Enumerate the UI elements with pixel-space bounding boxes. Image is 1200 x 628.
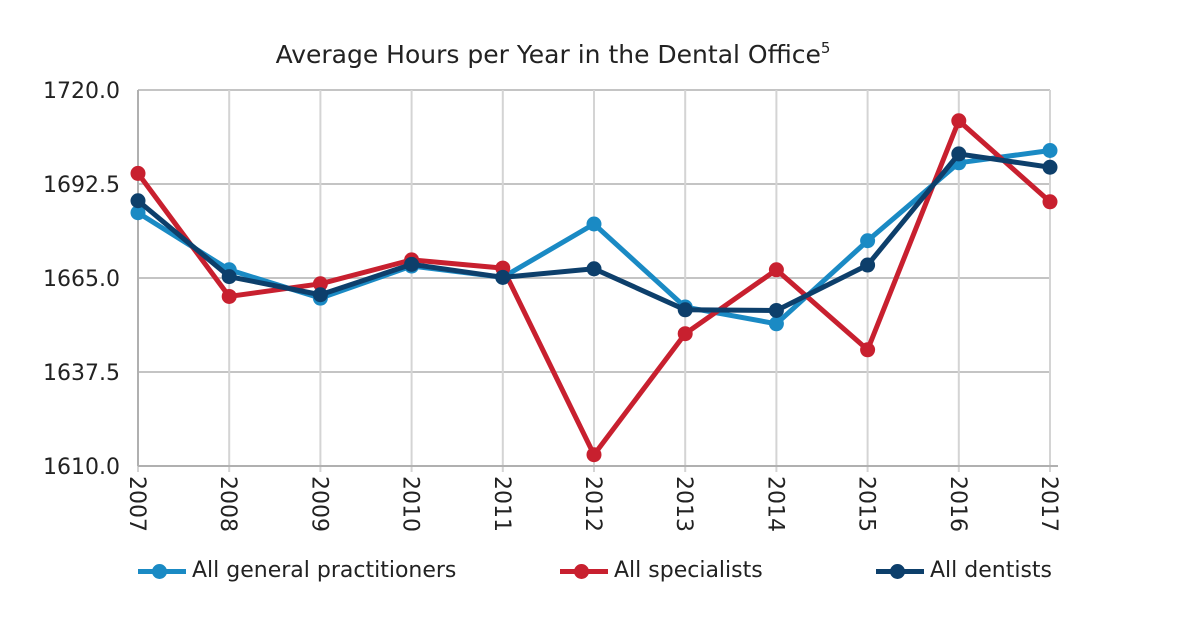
legend-label: All specialists xyxy=(614,558,763,583)
x-tick-label: 2016 xyxy=(945,476,970,532)
x-tick-label: 2017 xyxy=(1036,476,1061,532)
x-tick-label: 2008 xyxy=(215,476,240,532)
legend-swatch xyxy=(560,561,608,581)
x-tick-label: 2015 xyxy=(854,476,879,532)
x-tick-label: 2009 xyxy=(306,476,331,532)
data-point xyxy=(404,256,420,272)
data-point xyxy=(221,288,237,304)
x-tick-label: 2011 xyxy=(489,476,514,532)
series-all-dentists xyxy=(130,146,1058,318)
data-point xyxy=(586,447,602,463)
x-tick-label: 2012 xyxy=(580,476,605,532)
series-group xyxy=(130,113,1058,463)
data-point xyxy=(860,342,876,358)
x-tick-label: 2007 xyxy=(124,476,149,532)
legend-item-general-practitioners: All general practitioners xyxy=(138,558,456,583)
data-point xyxy=(677,302,693,318)
y-tick-label: 1610.0 xyxy=(43,455,120,480)
x-tick-label: 2014 xyxy=(762,476,787,532)
y-tick-label: 1665.0 xyxy=(43,267,120,292)
data-point xyxy=(768,302,784,318)
x-tick-label: 2013 xyxy=(671,476,696,532)
chart-title: Average Hours per Year in the Dental Off… xyxy=(276,39,831,69)
y-tick-label: 1692.5 xyxy=(43,173,120,198)
y-tick-label: 1637.5 xyxy=(43,361,120,386)
data-point xyxy=(677,326,693,342)
data-point xyxy=(312,276,328,292)
data-point xyxy=(860,257,876,273)
data-point xyxy=(951,146,967,162)
y-tick-label: 1720.0 xyxy=(43,79,120,104)
data-point xyxy=(860,233,876,249)
data-point xyxy=(221,269,237,285)
data-point xyxy=(586,216,602,232)
legend-swatch xyxy=(138,561,186,581)
data-point xyxy=(130,205,146,221)
data-point xyxy=(951,113,967,129)
data-point xyxy=(768,262,784,278)
data-point xyxy=(130,165,146,181)
legend-label: All general practitioners xyxy=(192,558,457,583)
data-point xyxy=(1042,159,1058,175)
data-point xyxy=(312,287,328,303)
legend-swatch xyxy=(876,561,924,581)
legend-item-specialists: All specialists xyxy=(560,558,763,583)
grid xyxy=(137,89,1058,472)
data-point xyxy=(495,269,511,285)
data-point xyxy=(586,261,602,277)
data-point xyxy=(1042,143,1058,159)
x-axis: 2007 2008 2009 2010 2011 2012 2013 2014 2015 2016… xyxy=(124,476,1061,532)
x-tick-label: 2010 xyxy=(398,476,423,532)
y-axis: 1720.0 1692.5 1665.0 1637.5 1610.0 xyxy=(43,79,120,480)
data-point xyxy=(130,193,146,209)
data-point xyxy=(768,316,784,332)
legend-label: All dentists xyxy=(930,558,1052,583)
legend-item-all-dentists: All dentists xyxy=(876,558,1052,583)
data-point xyxy=(1042,194,1058,210)
